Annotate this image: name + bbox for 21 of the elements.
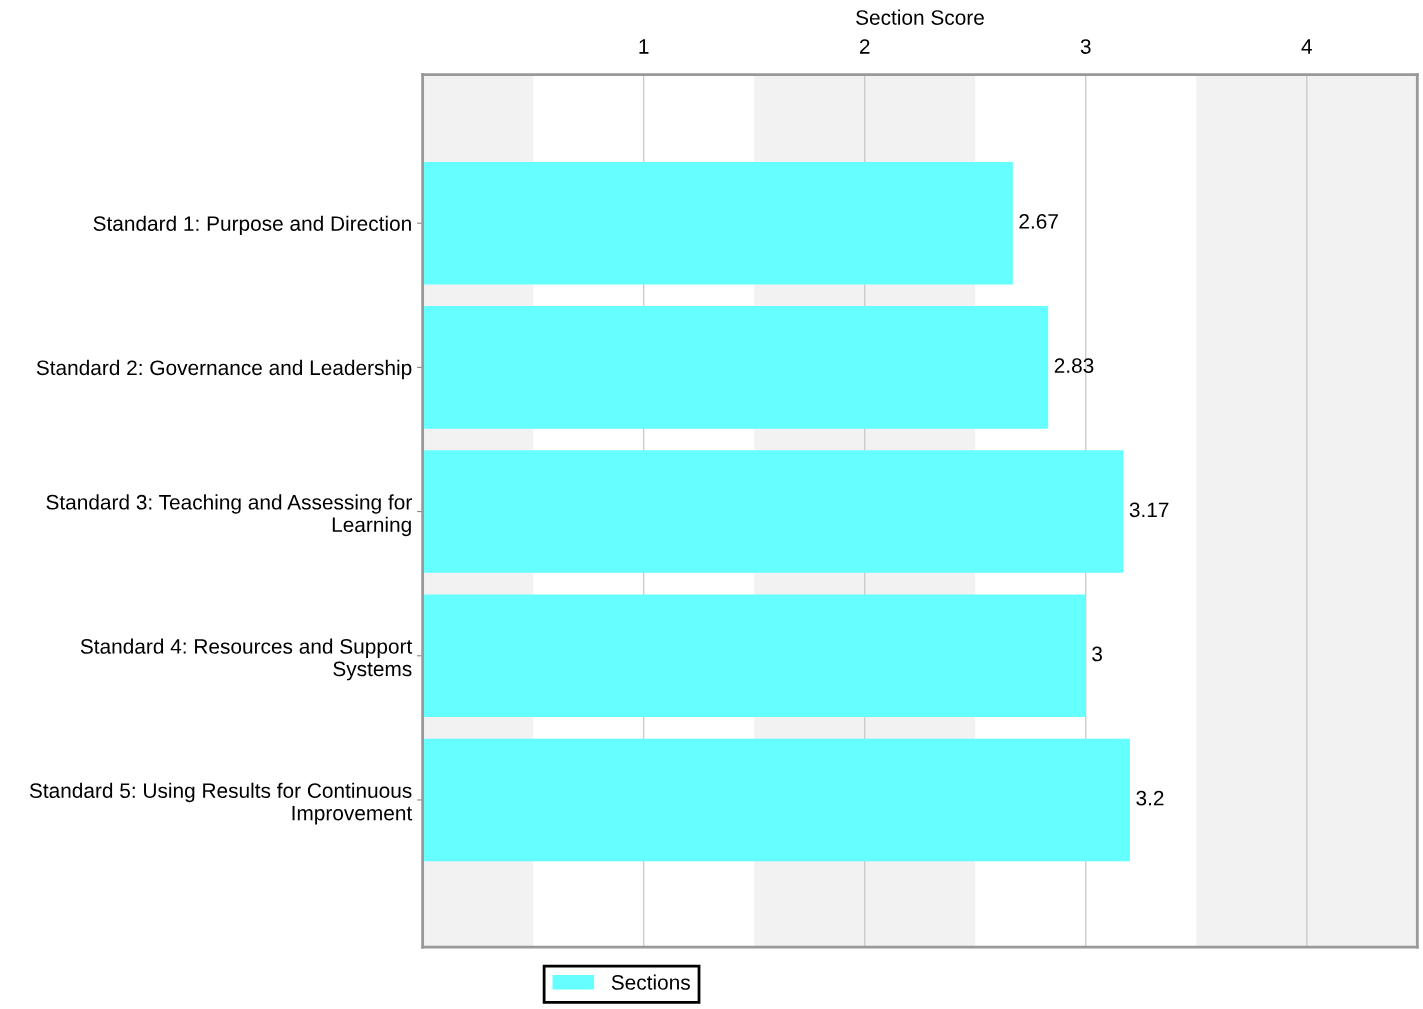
data-label: 2.83	[1054, 358, 1094, 373]
y-tick-label: Standard 3: Teaching and Assessing for Learning	[46, 494, 412, 537]
bar	[422, 738, 1130, 862]
y-tick-label: Standard 2: Governance and Leadership	[36, 359, 412, 380]
x-tick-label: 3	[1080, 39, 1091, 54]
data-label: 2.67	[1019, 214, 1058, 229]
bar	[422, 161, 1013, 285]
bar	[422, 450, 1124, 573]
x-tick-label: 2	[859, 39, 870, 54]
x-tick-label: 1	[639, 39, 649, 54]
y-tick-label: Standard 5: Using Results for Continuous Improvement	[29, 782, 413, 825]
x-tick-label: 4	[1301, 39, 1312, 54]
y-tick-label: Standard 1: Purpose and Direction	[93, 215, 411, 236]
y-tick-label: Standard 4: Resources and Support Systems	[80, 638, 413, 681]
data-label: 3.17	[1129, 502, 1169, 518]
bar	[422, 306, 1049, 429]
data-label: 3	[1092, 646, 1102, 662]
bar	[422, 594, 1086, 718]
x-axis-title: Section Score	[856, 9, 984, 25]
legend-label: Sections	[611, 974, 690, 990]
data-label: 3.2	[1136, 790, 1164, 806]
